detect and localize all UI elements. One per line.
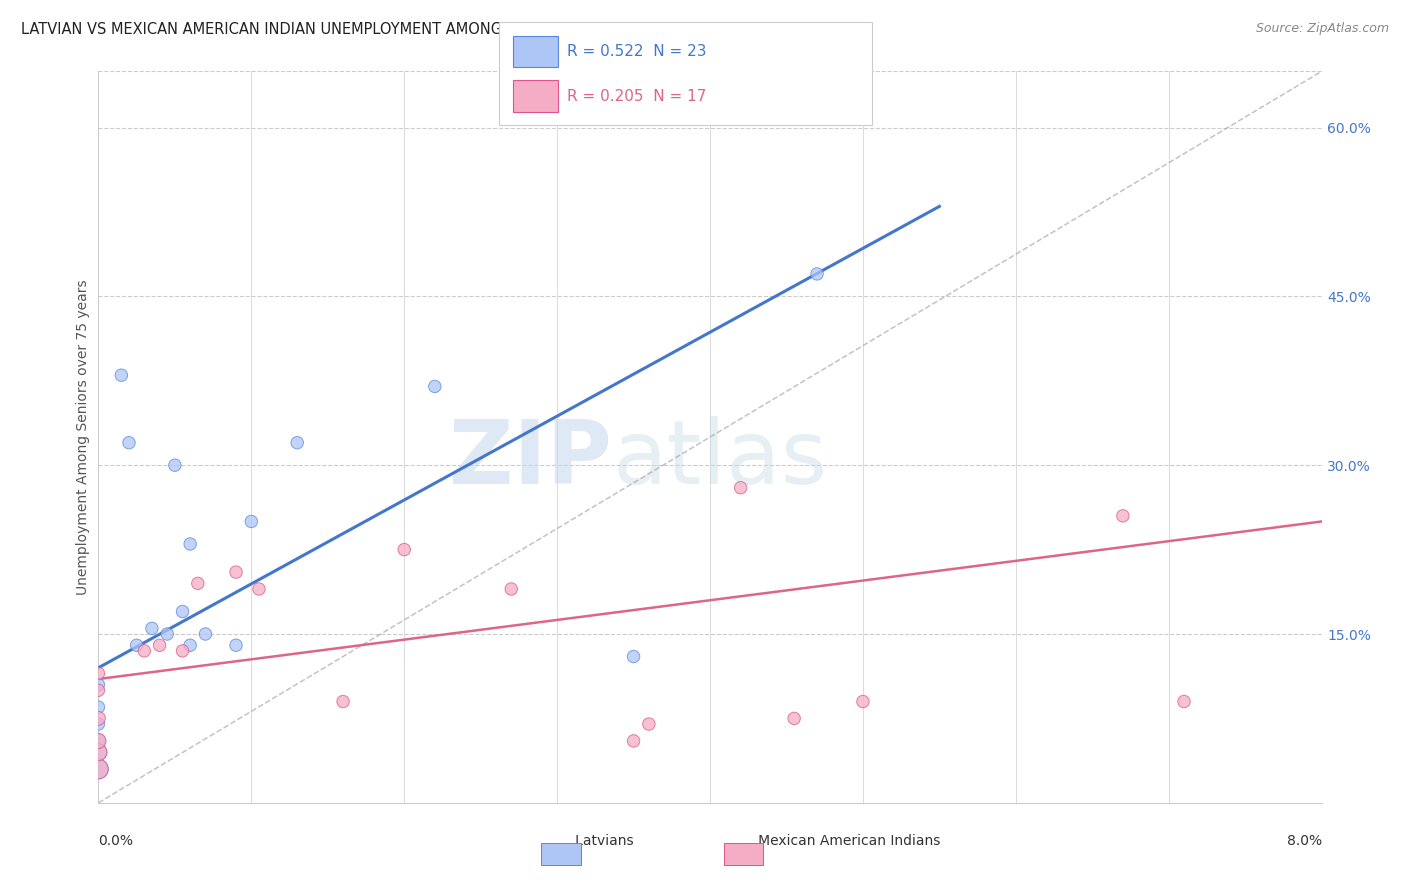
Point — [240, 515, 263, 529]
Point — [423, 379, 446, 393]
Point — [783, 711, 806, 725]
Text: atlas: atlas — [612, 416, 827, 502]
Point — [172, 605, 194, 619]
Point — [623, 649, 645, 664]
Point — [87, 711, 110, 725]
Point — [730, 481, 752, 495]
Text: Source: ZipAtlas.com: Source: ZipAtlas.com — [1256, 22, 1389, 36]
Text: LATVIAN VS MEXICAN AMERICAN INDIAN UNEMPLOYMENT AMONG SENIORS OVER 75 YEARS CORR: LATVIAN VS MEXICAN AMERICAN INDIAN UNEMP… — [21, 22, 855, 37]
Point — [225, 565, 247, 579]
Point — [87, 762, 110, 776]
Text: 8.0%: 8.0% — [1286, 834, 1322, 848]
Text: 0.0%: 0.0% — [98, 834, 134, 848]
Point — [623, 734, 645, 748]
Point — [87, 745, 110, 759]
Point — [125, 638, 148, 652]
Text: Mexican American Indians: Mexican American Indians — [745, 834, 941, 848]
Point — [285, 435, 308, 450]
Point — [187, 576, 209, 591]
Point — [149, 638, 172, 652]
Point — [247, 582, 270, 596]
Point — [87, 734, 110, 748]
Text: R = 0.205  N = 17: R = 0.205 N = 17 — [567, 89, 706, 103]
Point — [392, 542, 416, 557]
Point — [87, 745, 110, 759]
Point — [225, 638, 247, 652]
Y-axis label: Unemployment Among Seniors over 75 years: Unemployment Among Seniors over 75 years — [76, 279, 90, 595]
Point — [194, 627, 217, 641]
Point — [118, 435, 141, 450]
Point — [179, 537, 201, 551]
Point — [515, 98, 537, 112]
Point — [87, 762, 110, 776]
Text: ZIP: ZIP — [450, 416, 612, 502]
Point — [1112, 508, 1135, 523]
Point — [638, 717, 661, 731]
Point — [172, 644, 194, 658]
Point — [87, 666, 110, 681]
Point — [156, 627, 179, 641]
Point — [87, 734, 110, 748]
Point — [852, 694, 875, 708]
Point — [179, 638, 201, 652]
Point — [141, 621, 163, 635]
Point — [87, 678, 110, 692]
Text: R = 0.522  N = 23: R = 0.522 N = 23 — [567, 45, 706, 59]
Point — [163, 458, 186, 473]
Text: Latvians: Latvians — [562, 834, 634, 848]
Point — [87, 700, 110, 714]
Point — [110, 368, 132, 383]
Point — [1173, 694, 1195, 708]
Point — [87, 683, 110, 698]
Point — [332, 694, 354, 708]
Point — [134, 644, 156, 658]
Point — [501, 582, 523, 596]
Point — [806, 267, 828, 281]
Point — [87, 717, 110, 731]
